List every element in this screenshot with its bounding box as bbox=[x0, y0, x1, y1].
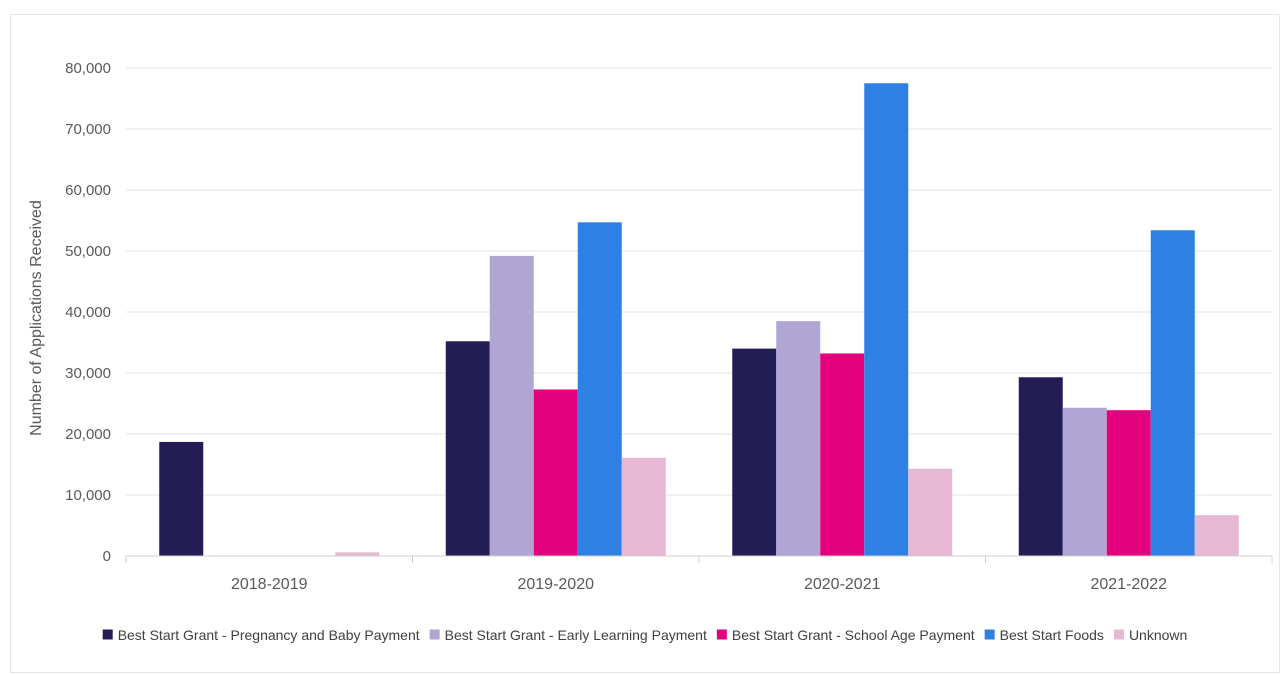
y-tick-label: 70,000 bbox=[65, 121, 111, 138]
bars bbox=[159, 83, 1239, 556]
x-category-label: 2019-2020 bbox=[517, 576, 594, 593]
bar bbox=[621, 457, 666, 556]
chart-frame bbox=[10, 14, 1280, 673]
y-tick-label: 0 bbox=[103, 548, 111, 565]
bar bbox=[159, 441, 204, 556]
bar bbox=[732, 348, 777, 556]
x-category-label: 2021-2022 bbox=[1090, 576, 1167, 593]
bar bbox=[533, 389, 578, 556]
y-tick-label: 60,000 bbox=[65, 182, 111, 199]
legend-item: Unknown bbox=[1113, 627, 1187, 643]
legend-label: Best Start Grant - Early Learning Paymen… bbox=[445, 627, 707, 643]
x-category-label: 2018-2019 bbox=[231, 576, 308, 593]
bar bbox=[445, 341, 490, 556]
legend-swatch bbox=[716, 629, 727, 640]
legend-swatch bbox=[984, 629, 995, 640]
bar bbox=[1062, 407, 1107, 556]
y-tick-label: 50,000 bbox=[65, 243, 111, 260]
bar bbox=[908, 468, 953, 556]
legend-item: Best Start Grant - School Age Payment bbox=[716, 627, 975, 643]
y-tick-label: 40,000 bbox=[65, 304, 111, 321]
legend: Best Start Grant - Pregnancy and Baby Pa… bbox=[102, 627, 1187, 643]
bar bbox=[1106, 410, 1151, 556]
legend-label: Best Start Grant - Pregnancy and Baby Pa… bbox=[118, 627, 420, 643]
legend-item: Best Start Grant - Early Learning Paymen… bbox=[429, 627, 707, 643]
legend-label: Best Start Grant - School Age Payment bbox=[732, 627, 975, 643]
bar bbox=[864, 83, 909, 556]
legend-item: Best Start Foods bbox=[984, 627, 1104, 643]
legend-item: Best Start Grant - Pregnancy and Baby Pa… bbox=[102, 627, 420, 643]
bar bbox=[1194, 515, 1239, 556]
legend-label: Best Start Foods bbox=[1000, 627, 1104, 643]
bar bbox=[1018, 377, 1063, 556]
legend-swatch bbox=[1113, 629, 1124, 640]
legend-label: Unknown bbox=[1129, 627, 1187, 643]
y-tick-label: 80,000 bbox=[65, 60, 111, 77]
y-axis-title: Number of Applications Received bbox=[28, 200, 45, 436]
legend-swatch bbox=[102, 629, 113, 640]
y-tick-label: 20,000 bbox=[65, 426, 111, 443]
bar bbox=[489, 255, 534, 556]
bar bbox=[1150, 230, 1195, 556]
bar bbox=[577, 222, 622, 556]
bar bbox=[776, 321, 821, 556]
bar bbox=[820, 353, 865, 556]
axes: 0 10,000 20,000 30,000 40,000 50,000 60,000 70,… bbox=[65, 60, 1273, 593]
bar bbox=[335, 552, 380, 556]
y-tick-label: 30,000 bbox=[65, 365, 111, 382]
x-category-label: 2020-2021 bbox=[804, 576, 881, 593]
y-tick-label: 10,000 bbox=[65, 487, 111, 504]
legend-swatch bbox=[429, 629, 440, 640]
